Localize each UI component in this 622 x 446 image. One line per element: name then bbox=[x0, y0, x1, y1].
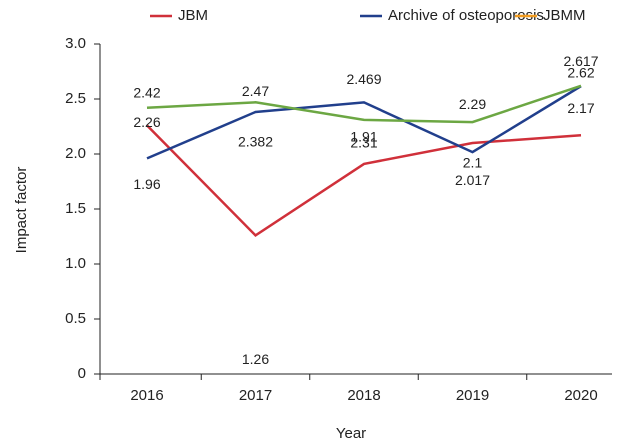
legend-label: Archive of osteoporosis bbox=[388, 7, 544, 24]
y-axis-label: Impact factor bbox=[13, 167, 30, 254]
x-tick-label: 2017 bbox=[239, 387, 272, 404]
data-label: 2.26 bbox=[133, 114, 160, 130]
data-label: 2.017 bbox=[455, 172, 490, 188]
data-label: 2.382 bbox=[238, 134, 273, 150]
data-label: 2.17 bbox=[567, 100, 594, 116]
y-tick-label: 3.0 bbox=[65, 35, 86, 52]
x-tick-label: 2020 bbox=[564, 387, 597, 404]
data-label: 2.42 bbox=[133, 85, 160, 101]
data-label: 1.96 bbox=[133, 176, 160, 192]
x-tick-label: 2016 bbox=[130, 387, 163, 404]
data-label: 2.62 bbox=[567, 65, 594, 81]
legend-label: JBMM bbox=[543, 7, 586, 24]
series-line bbox=[146, 84, 582, 124]
x-axis-label: Year bbox=[336, 425, 366, 442]
data-label: 2.29 bbox=[459, 96, 486, 112]
y-tick-label: 2.0 bbox=[65, 145, 86, 162]
data-label: 2.1 bbox=[463, 155, 483, 171]
y-tick-label: 2.5 bbox=[65, 90, 86, 107]
y-tick-label: 0.5 bbox=[65, 310, 86, 327]
series-line bbox=[146, 124, 582, 238]
series-line bbox=[146, 85, 582, 160]
x-tick-label: 2019 bbox=[456, 387, 489, 404]
legend-label: JBM bbox=[178, 7, 208, 24]
data-label: 2.617 bbox=[563, 53, 598, 69]
data-label: 2.31 bbox=[350, 135, 377, 151]
x-tick-label: 2018 bbox=[347, 387, 380, 404]
data-label: 2.47 bbox=[242, 83, 269, 99]
data-label: 2.469 bbox=[346, 71, 381, 87]
data-label: 1.91 bbox=[350, 129, 377, 145]
y-tick-label: 1.5 bbox=[65, 200, 86, 217]
data-label: 1.26 bbox=[242, 351, 269, 367]
y-tick-label: 1.0 bbox=[65, 255, 86, 272]
y-tick-label: 0 bbox=[78, 365, 86, 382]
